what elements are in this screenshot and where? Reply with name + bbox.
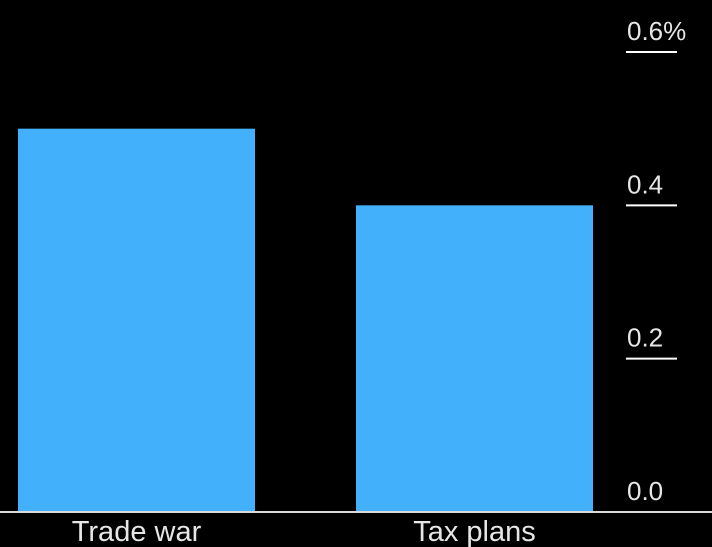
bars-layer xyxy=(18,128,593,513)
x-tick-label: Tax plans xyxy=(413,516,536,547)
bar-trade-war xyxy=(18,128,255,512)
x-tick-label: Trade war xyxy=(72,516,202,547)
bar-tax-plans xyxy=(356,205,593,513)
y-tick-label: 0.4 xyxy=(627,169,663,199)
y-tick-label: 0.2 xyxy=(627,323,663,353)
y-axis: 0.0 0.2 0.4 0.6% xyxy=(626,16,686,506)
y-tick-label: 0.0 xyxy=(627,476,663,506)
x-axis: Trade war Tax plans xyxy=(72,516,536,547)
y-tick-label: 0.6% xyxy=(627,16,686,46)
